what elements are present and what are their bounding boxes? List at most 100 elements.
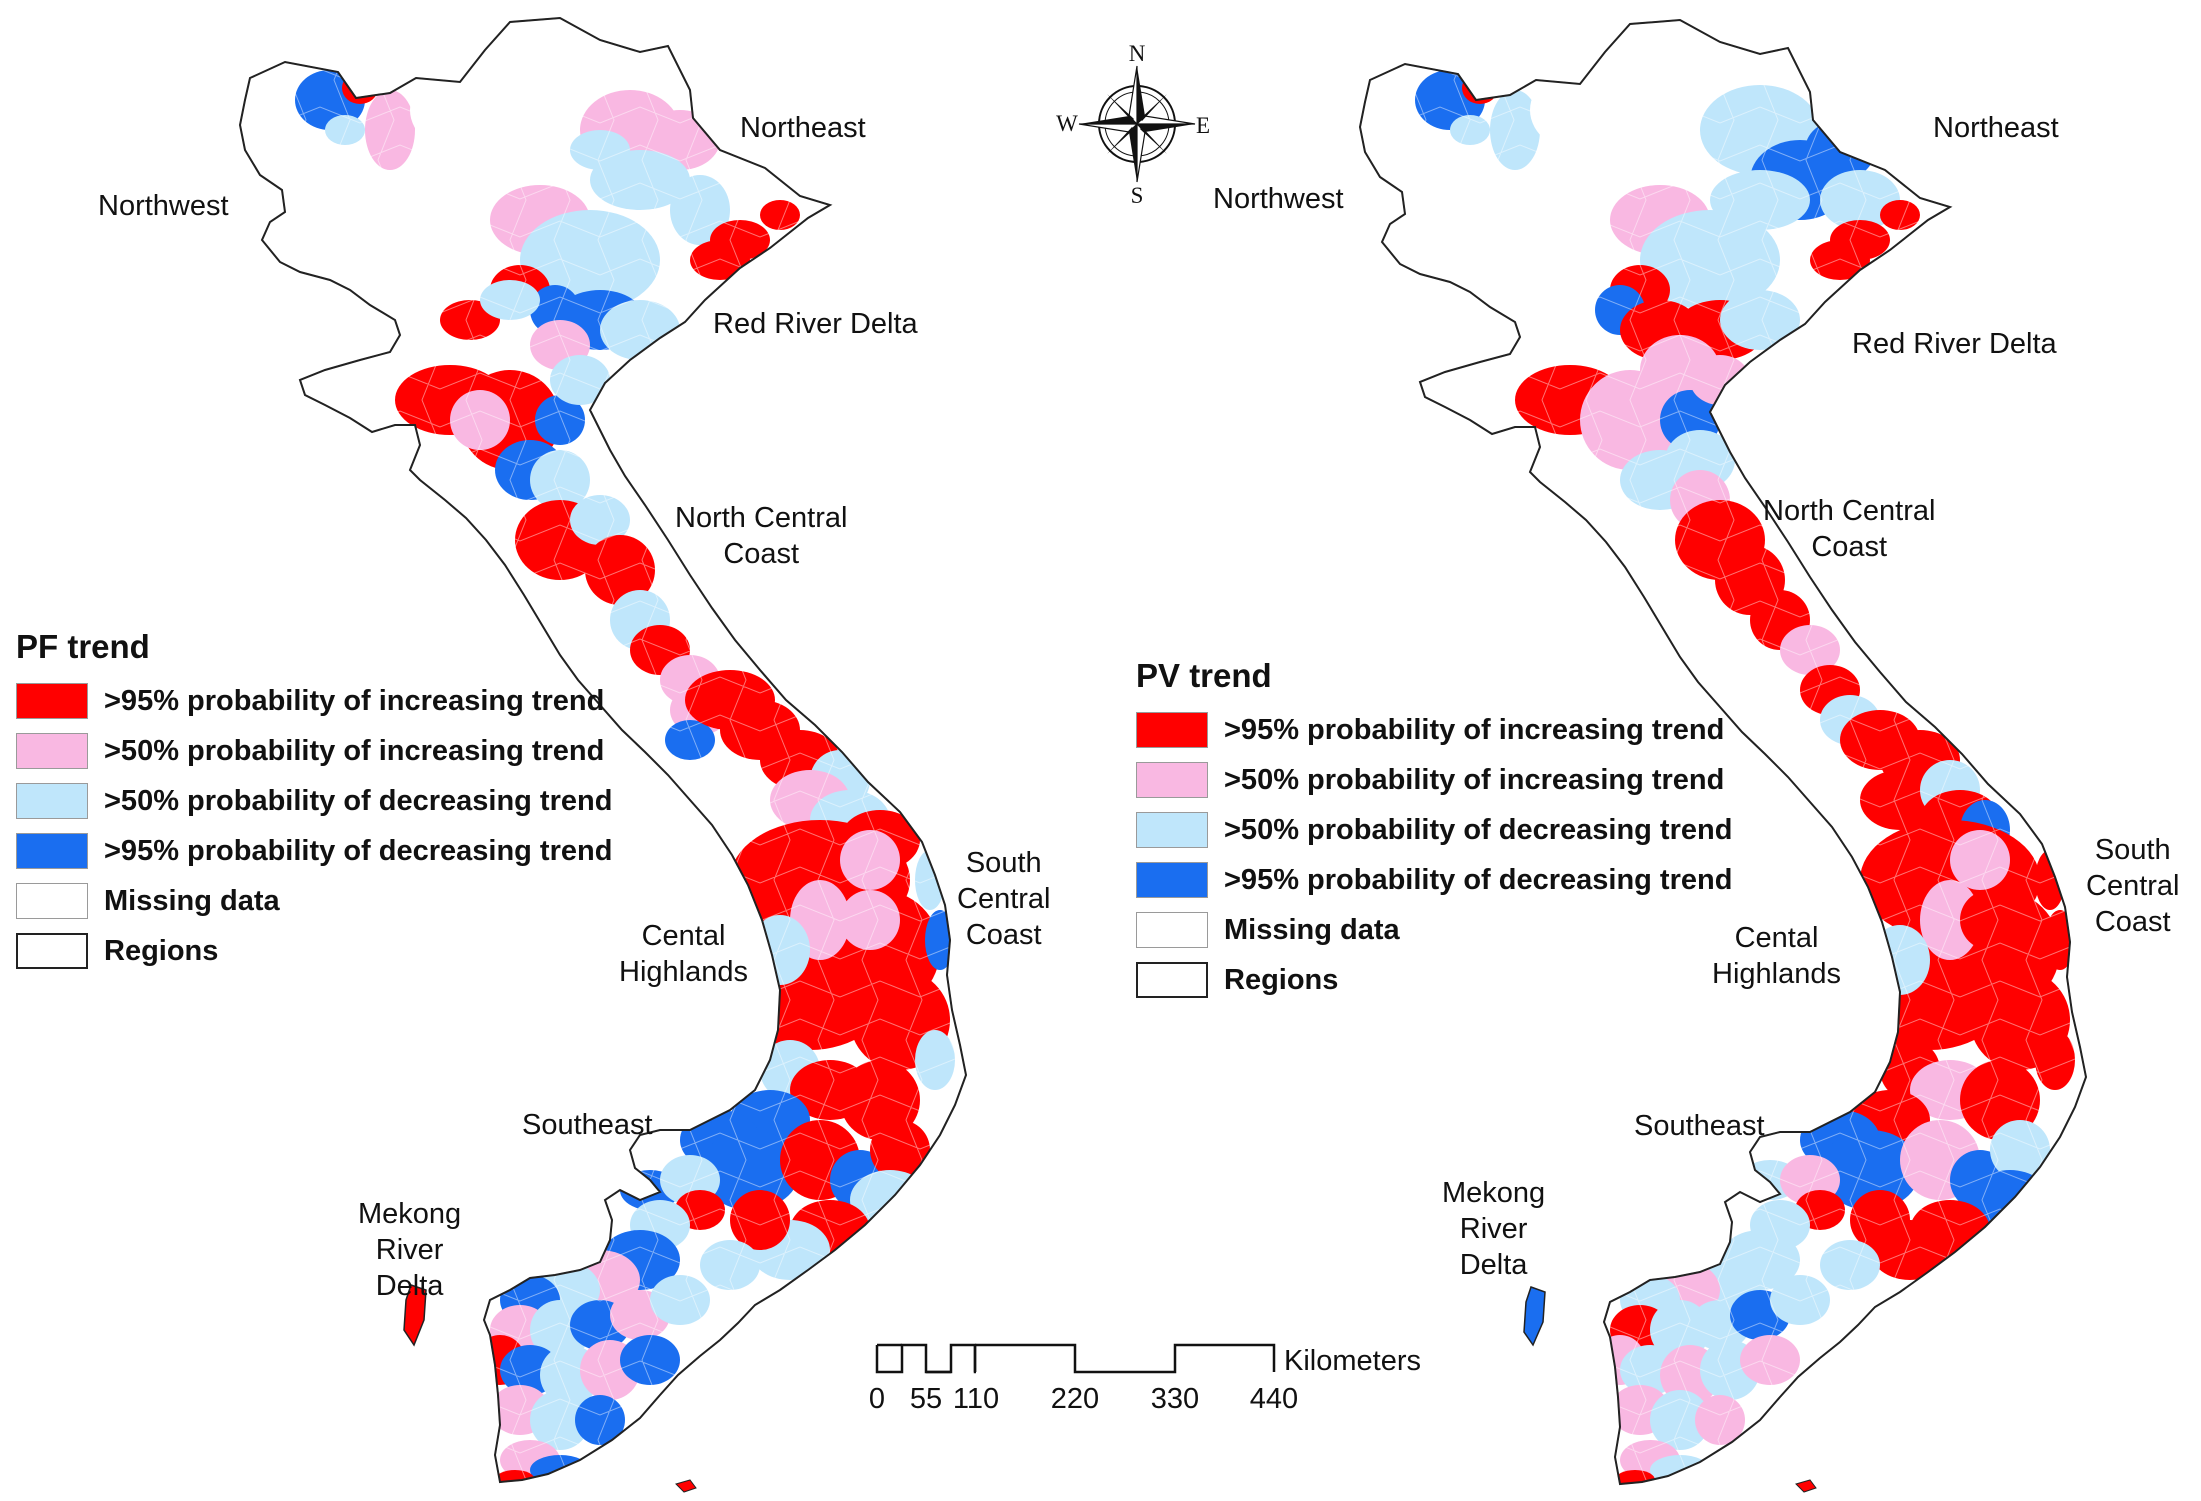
legend-item: Missing data bbox=[16, 876, 612, 926]
province-cluster bbox=[915, 850, 945, 910]
region-label-south-central-coast: South Central Coast bbox=[957, 847, 1051, 951]
legend-item: >95% probability of increasing trend bbox=[1136, 705, 1732, 755]
region-label-southeast: Southeast bbox=[522, 1109, 653, 1141]
legend-item: >50% probability of increasing trend bbox=[1136, 755, 1732, 805]
legend-label: Missing data bbox=[104, 884, 280, 917]
legend-item: >95% probability of decreasing trend bbox=[16, 826, 612, 876]
legend-item: Regions bbox=[16, 926, 612, 976]
scale-tick-label: 220 bbox=[1050, 1383, 1100, 1415]
region-label-central-highlands: Cental Highlands bbox=[1712, 922, 1841, 990]
legend-label: >95% probability of decreasing trend bbox=[104, 834, 613, 867]
region-label-mekong-river-delta: Mekong River Delta bbox=[358, 1198, 462, 1302]
province-cluster bbox=[1490, 90, 1540, 170]
province-cluster bbox=[650, 1275, 710, 1325]
compass-south-label: S bbox=[1130, 183, 1144, 208]
province-cluster bbox=[570, 495, 630, 545]
region-label-northeast: Northeast bbox=[1933, 112, 2059, 144]
region-label-red-river-delta: Red River Delta bbox=[713, 308, 918, 340]
region-label-southeast: Southeast bbox=[1634, 1110, 1765, 1142]
province-cluster bbox=[2035, 850, 2065, 910]
con-dao-island-pv bbox=[1795, 1479, 1817, 1493]
region-label-south-central-coast: South Central Coast bbox=[2086, 834, 2180, 938]
province-cluster bbox=[325, 115, 365, 145]
province-cluster bbox=[1820, 1240, 1880, 1290]
legend-label: Missing data bbox=[1224, 913, 1400, 946]
province-cluster bbox=[550, 355, 610, 405]
province-cluster bbox=[840, 830, 900, 890]
legend-item: >95% probability of decreasing trend bbox=[1136, 855, 1732, 905]
province-cluster bbox=[1820, 1130, 1920, 1210]
scale-bar bbox=[875, 1343, 1276, 1374]
province-cluster bbox=[575, 1395, 625, 1445]
scale-unit-label: Kilometers bbox=[1284, 1345, 1421, 1377]
compass-west-label: W bbox=[1056, 111, 1078, 136]
legend-label: >95% probability of increasing trend bbox=[104, 684, 605, 717]
province-cluster bbox=[1740, 1335, 1800, 1385]
legend-swatch-inc95 bbox=[16, 683, 88, 719]
legend-label: >95% probability of increasing trend bbox=[1224, 713, 1725, 746]
province-cluster bbox=[1615, 1470, 1655, 1484]
province-cluster bbox=[1690, 355, 1750, 405]
province-cluster bbox=[915, 1030, 955, 1090]
province-cluster bbox=[1870, 925, 1930, 995]
province-cluster bbox=[535, 395, 585, 445]
province-cluster bbox=[1960, 890, 2020, 950]
province-cluster bbox=[1850, 1190, 1910, 1250]
province-cluster bbox=[450, 390, 510, 450]
region-label-mekong-river-delta: Mekong River Delta bbox=[1442, 1177, 1546, 1281]
province-cluster bbox=[690, 240, 750, 280]
legend-swatch-regions bbox=[1136, 962, 1208, 998]
province-cluster bbox=[530, 1390, 590, 1450]
phu-quoc-island-pf bbox=[403, 1284, 427, 1347]
province-cluster bbox=[1640, 210, 1780, 310]
legend-label: >50% probability of decreasing trend bbox=[104, 784, 613, 817]
scale-tick-label: 0 bbox=[868, 1383, 886, 1415]
province-cluster bbox=[600, 300, 680, 360]
scale-tick-label: 440 bbox=[1249, 1383, 1299, 1415]
legend-label: >95% probability of decreasing trend bbox=[1224, 863, 1733, 896]
region-label-central-highlands: Cental Highlands bbox=[619, 920, 748, 988]
pv-trend-map bbox=[1358, 18, 2088, 1493]
scale-tick-label: 110 bbox=[952, 1383, 1000, 1415]
legend-swatch-missing bbox=[1136, 912, 1208, 948]
scale-tick-label: 55 bbox=[909, 1383, 943, 1415]
province-cluster bbox=[530, 450, 590, 510]
legend-swatch-dec95 bbox=[16, 833, 88, 869]
compass-east-label: E bbox=[1195, 113, 1211, 138]
legend-label: Regions bbox=[104, 934, 219, 967]
province-cluster bbox=[2020, 975, 2050, 1025]
legend-item: >50% probability of increasing trend bbox=[16, 726, 612, 776]
legend-item: >95% probability of increasing trend bbox=[16, 676, 612, 726]
province-cluster bbox=[1450, 115, 1490, 145]
legend-label: >50% probability of increasing trend bbox=[1224, 763, 1725, 796]
province-cluster bbox=[1920, 880, 1980, 960]
region-label-northeast: Northeast bbox=[740, 112, 866, 144]
legend-label: >50% probability of decreasing trend bbox=[1224, 813, 1733, 846]
province-cluster bbox=[730, 1190, 790, 1250]
legend-label: >50% probability of increasing trend bbox=[104, 734, 605, 767]
province-cluster bbox=[1860, 770, 1940, 830]
legend-title: PV trend bbox=[1136, 657, 1272, 694]
legend-swatch-dec95 bbox=[1136, 862, 1208, 898]
legend-title: PF trend bbox=[16, 628, 150, 665]
region-label-northwest: Northwest bbox=[1213, 183, 1344, 215]
province-cluster bbox=[700, 1130, 800, 1210]
compass-rose-icon bbox=[1078, 65, 1196, 183]
province-cluster bbox=[700, 1240, 760, 1290]
pf-trend-legend: PF trend >95% probability of increasing … bbox=[16, 628, 612, 976]
province-cluster bbox=[665, 720, 715, 760]
legend-item: >50% probability of decreasing trend bbox=[1136, 805, 1732, 855]
legend-label: Regions bbox=[1224, 963, 1339, 996]
province-cluster bbox=[760, 200, 800, 230]
province-cluster bbox=[342, 72, 378, 104]
legend-swatch-regions bbox=[16, 933, 88, 969]
province-cluster bbox=[2035, 1030, 2075, 1090]
province-cluster bbox=[1695, 1395, 1745, 1445]
province-cluster bbox=[570, 130, 630, 170]
province-cluster bbox=[1720, 290, 1800, 350]
province-cluster bbox=[1650, 1390, 1710, 1450]
province-cluster bbox=[365, 90, 415, 170]
province-cluster bbox=[1780, 625, 1840, 675]
pf-trend-map bbox=[238, 16, 968, 1493]
